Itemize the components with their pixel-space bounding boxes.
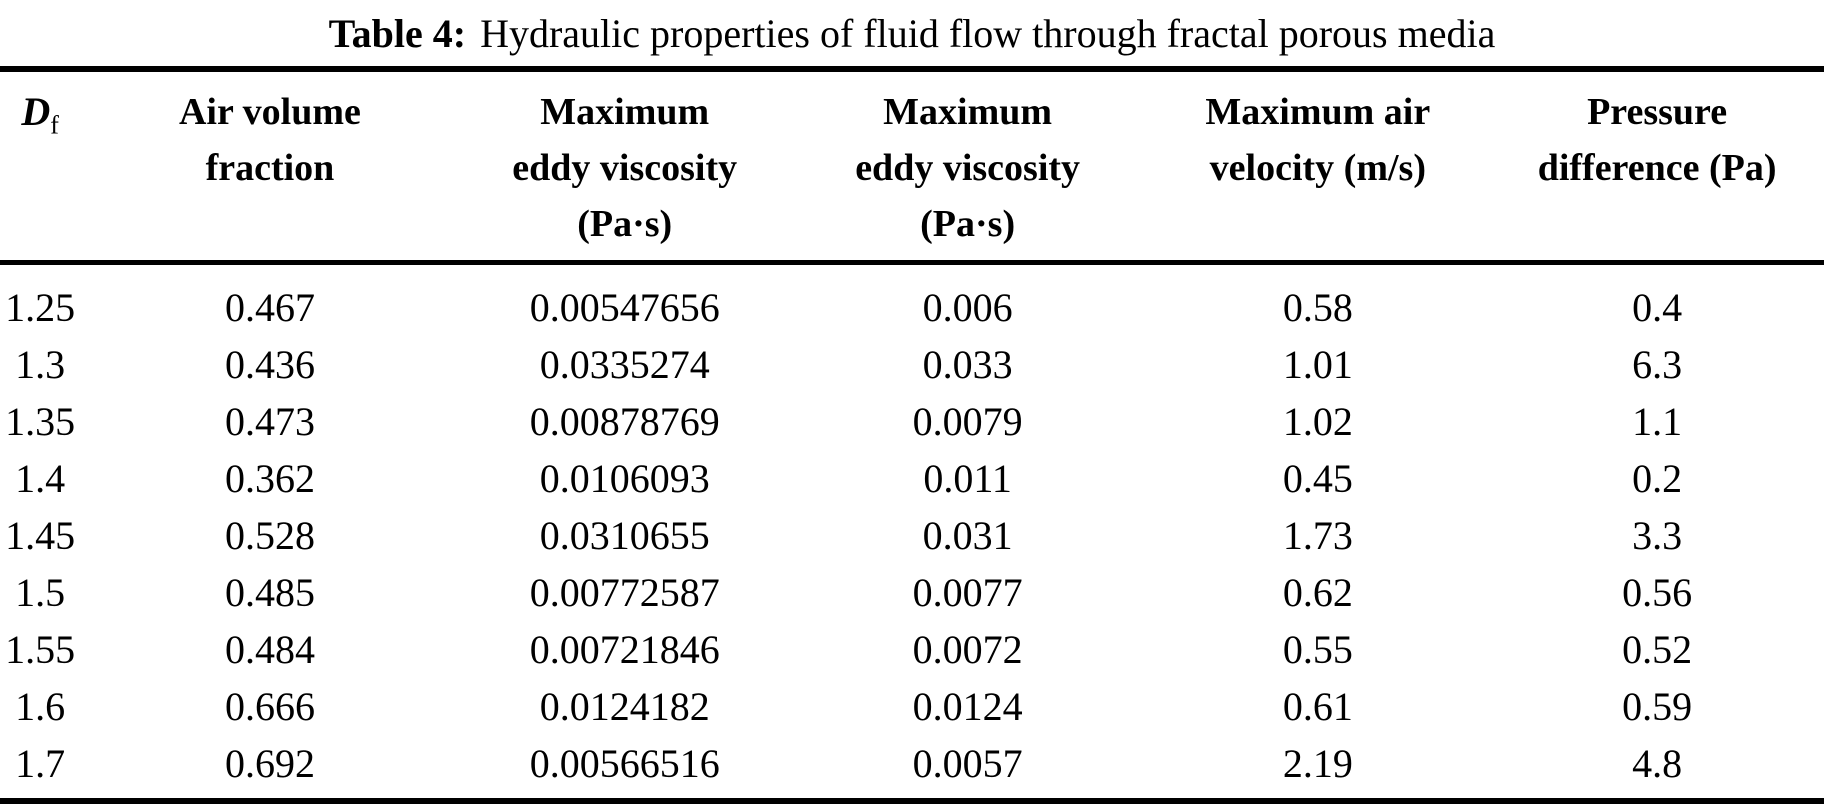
header-line: (Pa·s)	[920, 203, 1016, 245]
table-row: 1.6 0.666 0.0124182 0.0124 0.61 0.59	[0, 678, 1824, 735]
table-row: 1.25 0.467 0.00547656 0.006 0.58 0.4	[0, 263, 1824, 337]
table-cell: 1.5	[15, 570, 66, 615]
table-cell: 0.692	[224, 741, 315, 786]
table-cell: 0.00566516	[529, 741, 720, 786]
table-cell: 0.61	[1282, 684, 1353, 729]
header-line: Maximum air	[1205, 91, 1431, 133]
table-cell: 0.528	[224, 513, 315, 558]
header-line: velocity (m/s)	[1209, 147, 1426, 189]
table-caption: Table 4: Hydraulic properties of fluid fl…	[0, 0, 1824, 66]
table-header-row: Df Air volume fraction Maximum eddy visc…	[0, 69, 1824, 263]
df-subscript: f	[50, 110, 59, 140]
header-line: fraction	[205, 147, 335, 189]
table-cell: 0.467	[224, 285, 315, 330]
table-cell: 1.45	[5, 513, 76, 558]
header-line: difference (Pa)	[1537, 147, 1777, 189]
header-line: (Pa·s)	[577, 203, 673, 245]
table-cell: 0.00721846	[529, 627, 720, 672]
table-cell: 1.55	[5, 627, 76, 672]
header-line: Pressure	[1587, 91, 1728, 133]
table-cell: 0.00547656	[529, 285, 720, 330]
table-cell: 1.6	[15, 684, 66, 729]
table-cell: 0.0310655	[539, 513, 710, 558]
table-cell: 0.473	[224, 399, 315, 444]
table-cell: 4.8	[1632, 741, 1683, 786]
table-caption-text: Hydraulic properties of fluid flow throu…	[480, 11, 1496, 56]
table-body: 1.25 0.467 0.00547656 0.006 0.58 0.4 1.3 0.436 0…	[0, 263, 1824, 802]
header-line: eddy viscosity	[512, 147, 738, 189]
table-cell: 0.0124182	[539, 684, 710, 729]
table-row: 1.4 0.362 0.0106093 0.011 0.45 0.2	[0, 450, 1824, 507]
table-cell: 0.0057	[912, 741, 1023, 786]
table-cell: 0.362	[224, 456, 315, 501]
table-cell: 0.00772587	[529, 570, 720, 615]
table-row: 1.5 0.485 0.00772587 0.0077 0.62 0.56	[0, 564, 1824, 621]
table-caption-label: Table 4:	[328, 11, 467, 56]
table-cell: 0.0072	[912, 627, 1023, 672]
column-header-pressure-difference: Pressure difference (Pa)	[1490, 69, 1824, 263]
header-line: Air volume	[178, 91, 361, 133]
table-cell: 0.59	[1622, 684, 1693, 729]
table-cell: 0.58	[1282, 285, 1353, 330]
table-cell: 2.19	[1282, 741, 1353, 786]
table-cell: 6.3	[1632, 342, 1683, 387]
table-cell: 0.00878769	[529, 399, 720, 444]
table-cell: 0.4	[1632, 285, 1683, 330]
table-cell: 0.0335274	[539, 342, 710, 387]
table-cell: 0.0079	[912, 399, 1023, 444]
table-cell: 0.485	[224, 570, 315, 615]
table-cell: 0.52	[1622, 627, 1693, 672]
table-cell: 0.45	[1282, 456, 1353, 501]
table-cell: 0.62	[1282, 570, 1353, 615]
table-row: 1.3 0.436 0.0335274 0.033 1.01 6.3	[0, 336, 1824, 393]
column-header-max-eddy-viscosity-1: Maximum eddy viscosity (Pa·s)	[460, 69, 790, 263]
table-cell: 0.0106093	[539, 456, 710, 501]
table-row: 1.45 0.528 0.0310655 0.031 1.73 3.3	[0, 507, 1824, 564]
table-row: 1.35 0.473 0.00878769 0.0079 1.02 1.1	[0, 393, 1824, 450]
table-cell: 0.2	[1632, 456, 1683, 501]
table-cell: 1.73	[1282, 513, 1353, 558]
table-header: Df Air volume fraction Maximum eddy visc…	[0, 69, 1824, 263]
column-header-air-volume-fraction: Air volume fraction	[80, 69, 459, 263]
table-cell: 0.55	[1282, 627, 1353, 672]
table-row: 1.55 0.484 0.00721846 0.0072 0.55 0.52	[0, 621, 1824, 678]
table-cell: 0.666	[224, 684, 315, 729]
table-cell: 1.1	[1632, 399, 1683, 444]
table-cell: 0.0124	[912, 684, 1023, 729]
table-cell: 0.0077	[912, 570, 1023, 615]
table-cell: 0.56	[1622, 570, 1693, 615]
table-cell: 0.006	[922, 285, 1013, 330]
table-cell: 1.02	[1282, 399, 1353, 444]
header-line: Maximum	[540, 91, 710, 133]
column-header-df: Df	[0, 69, 80, 263]
table-cell: 1.4	[15, 456, 66, 501]
header-line: Maximum	[883, 91, 1053, 133]
column-header-max-air-velocity: Maximum air velocity (m/s)	[1145, 69, 1490, 263]
table-cell: 1.7	[15, 741, 66, 786]
table-row: 1.7 0.692 0.00566516 0.0057 2.19 4.8	[0, 735, 1824, 801]
table-cell: 1.3	[15, 342, 66, 387]
table-cell: 0.436	[224, 342, 315, 387]
table-cell: 0.033	[922, 342, 1013, 387]
table-cell: 1.25	[5, 285, 76, 330]
table-cell: 0.011	[923, 456, 1012, 501]
header-line: eddy viscosity	[855, 147, 1081, 189]
hydraulic-properties-table: Df Air volume fraction Maximum eddy visc…	[0, 66, 1824, 804]
table-cell: 3.3	[1632, 513, 1683, 558]
table-cell: 1.35	[5, 399, 76, 444]
table-cell: 0.484	[224, 627, 315, 672]
df-symbol: D	[21, 89, 51, 134]
column-header-max-eddy-viscosity-2: Maximum eddy viscosity (Pa·s)	[790, 69, 1146, 263]
table-cell: 0.031	[922, 513, 1013, 558]
table-cell: 1.01	[1282, 342, 1353, 387]
